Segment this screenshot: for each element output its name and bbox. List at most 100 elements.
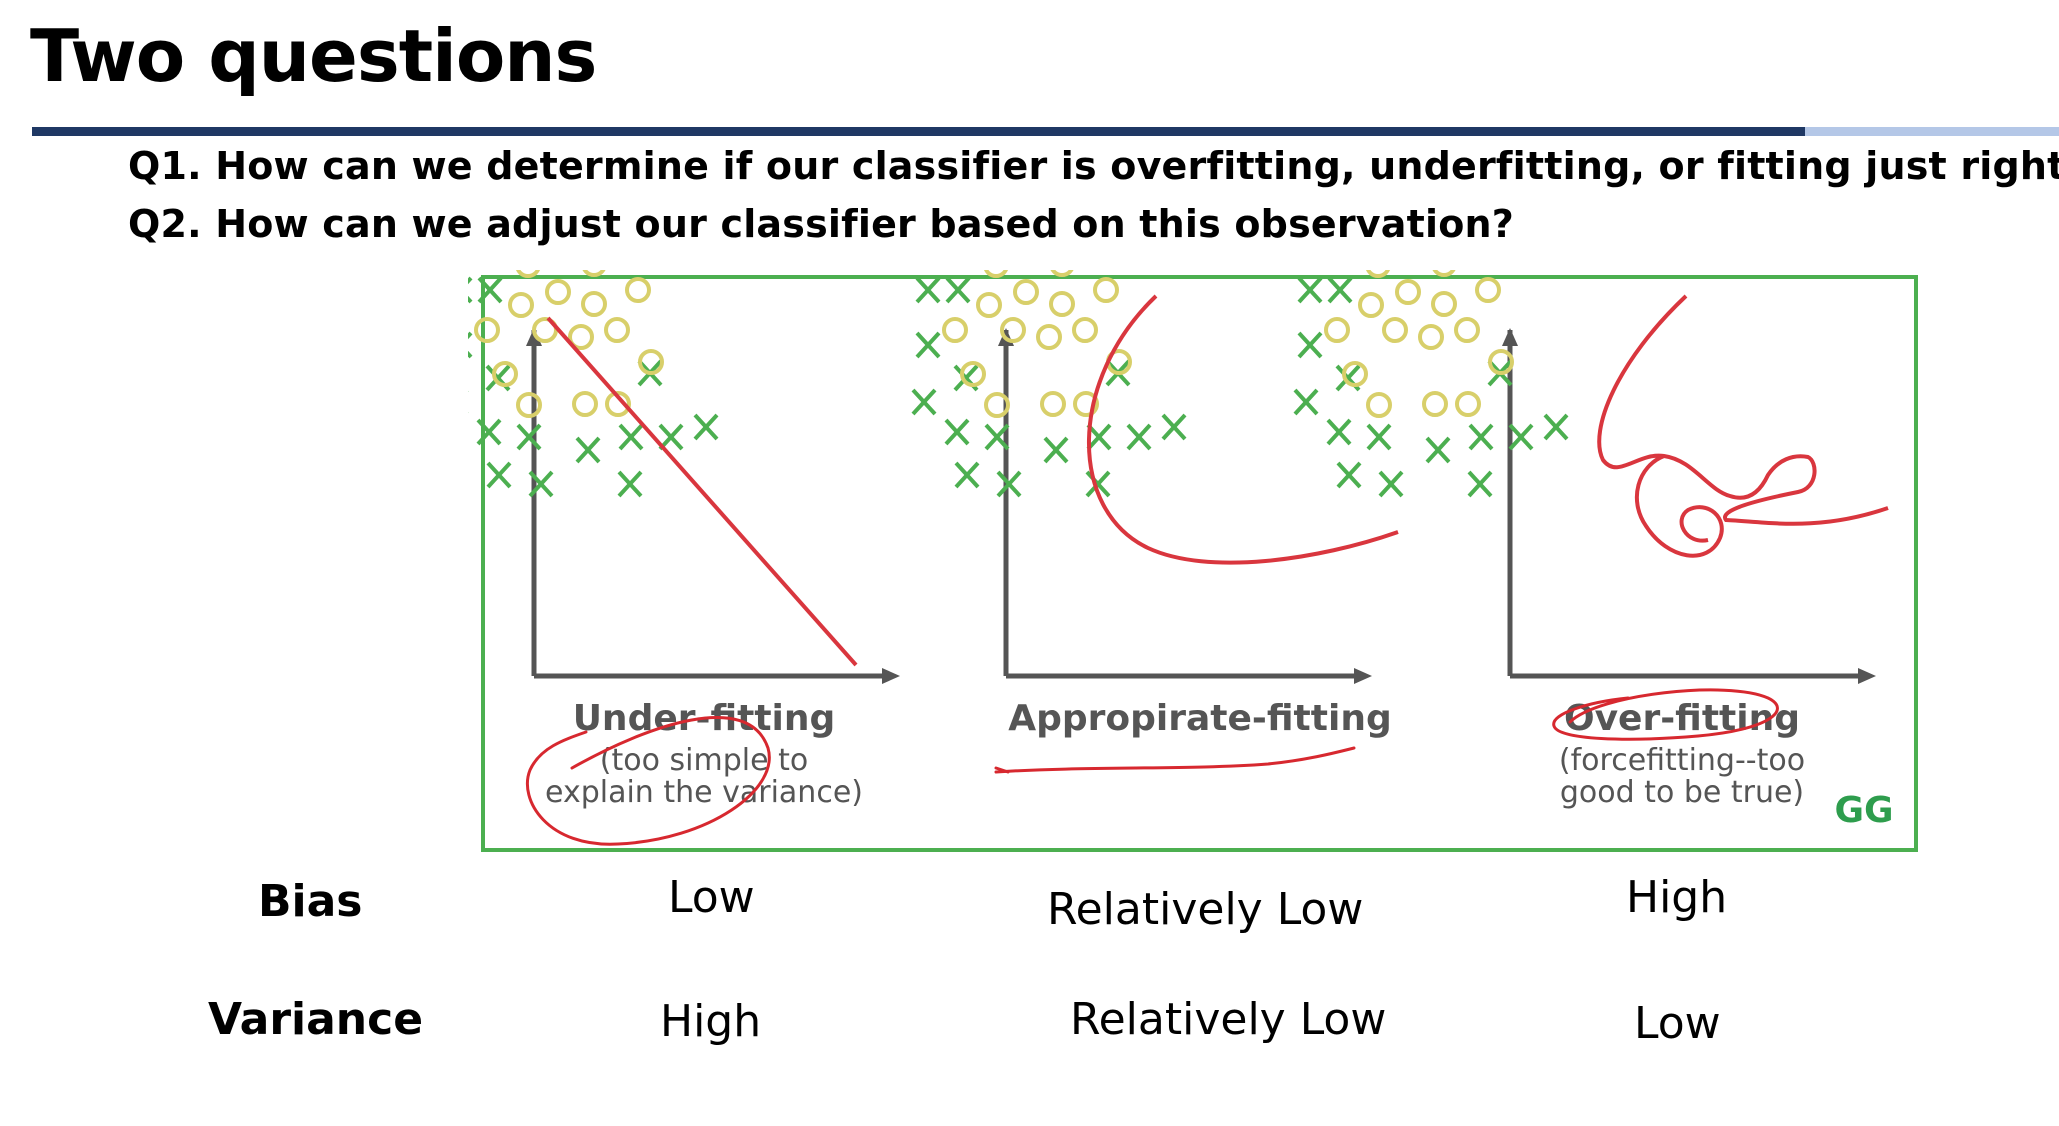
circle-mark-appropriate-4 (1013, 279, 1039, 305)
circle-mark-overfitting-11 (1342, 361, 1368, 387)
circle-mark-underfitting-10 (638, 349, 664, 375)
circle-mark-overfitting-13 (1422, 391, 1448, 417)
figure-border (481, 275, 1918, 852)
circle-mark-overfitting-7 (1382, 317, 1408, 343)
cross-mark-appropriate-14 (996, 470, 1022, 498)
circle-mark-underfitting-0 (516, 270, 540, 278)
circle-mark-appropriate-9 (1072, 317, 1098, 343)
circle-mark-appropriate-0 (984, 270, 1008, 278)
cross-mark-underfitting-9 (575, 436, 601, 464)
cross-mark-overfitting-15 (1467, 470, 1493, 498)
circle-mark-underfitting-4 (545, 279, 571, 305)
cross-mark-overfitting-1 (1297, 276, 1323, 304)
boundary-appropriate (1087, 294, 1399, 565)
cross-mark-appropriate-3 (915, 331, 941, 359)
circle-mark-overfitting-5 (1431, 291, 1457, 317)
cross-mark-underfitting-2 (477, 276, 503, 304)
cross-mark-appropriate-8 (984, 423, 1010, 451)
cross-mark-underfitting-10 (618, 423, 644, 451)
circle-mark-overfitting-2 (1475, 277, 1501, 303)
fitting-diagram: Under-fitting (too simple to explain the… (468, 270, 1918, 852)
row-label-variance: Variance (208, 994, 424, 1045)
circle-mark-overfitting-12 (1366, 392, 1392, 418)
circle-mark-underfitting-14 (605, 391, 631, 417)
circle-mark-appropriate-1 (1050, 270, 1074, 277)
circle-mark-overfitting-6 (1324, 317, 1350, 343)
cross-mark-overfitting-9 (1425, 436, 1451, 464)
cross-mark-underfitting-3 (468, 331, 473, 359)
circle-mark-underfitting-13 (572, 391, 598, 417)
cross-mark-underfitting-11 (658, 423, 684, 451)
circle-mark-underfitting-6 (474, 317, 500, 343)
circle-mark-underfitting-11 (492, 361, 518, 387)
row-label-bias: Bias (258, 876, 363, 927)
ink-circle-underfitting (525, 716, 771, 846)
cross-mark-overfitting-7 (1326, 418, 1352, 446)
cross-mark-appropriate-11 (1126, 423, 1152, 451)
panel-caption-overfitting-2: good to be true) (1560, 775, 1804, 810)
circle-mark-underfitting-2 (625, 277, 651, 303)
scatter-points (468, 270, 1569, 498)
circle-mark-overfitting-4 (1395, 279, 1421, 305)
circle-mark-appropriate-5 (1049, 291, 1075, 317)
question-1: Q1. How can we determine if our classifi… (128, 144, 2059, 188)
fitting-figure: Under-fitting (too simple to explain the… (468, 270, 1936, 868)
circle-mark-appropriate-13 (1040, 391, 1066, 417)
panel-caption-underfitting-1: (too simple to (600, 743, 808, 778)
circle-mark-appropriate-2 (1093, 277, 1119, 303)
cross-mark-appropriate-7 (944, 418, 970, 446)
circle-mark-overfitting-1 (1432, 270, 1456, 277)
panel-caption-overfitting-1: (forcefitting--too (1559, 743, 1805, 778)
cross-mark-underfitting-7 (476, 418, 502, 446)
cross-mark-underfitting-14 (528, 470, 554, 498)
cross-mark-appropriate-9 (1043, 436, 1069, 464)
title-underline-accent (1805, 127, 2059, 136)
ink-tick (994, 766, 1010, 774)
circle-mark-appropriate-3 (976, 292, 1002, 318)
title-underline (32, 127, 1805, 136)
circle-mark-overfitting-3 (1358, 292, 1384, 318)
question-2: Q2. How can we adjust our classifier bas… (128, 202, 1515, 246)
cross-mark-overfitting-11 (1508, 423, 1534, 451)
circle-mark-appropriate-12 (984, 392, 1010, 418)
cross-mark-overfitting-14 (1378, 470, 1404, 498)
panel-title-overfitting: Over-fitting (1564, 698, 1800, 739)
bias-overfitting: High (1626, 872, 1728, 923)
cross-mark-overfitting-13 (1336, 461, 1362, 489)
ink-underline-appropriate (994, 746, 1356, 774)
circle-mark-appropriate-11 (960, 361, 986, 387)
cross-mark-appropriate-6 (911, 388, 937, 416)
axes-underfitting (526, 328, 900, 684)
axes-overfitting (1502, 328, 1876, 684)
circle-mark-underfitting-9 (604, 317, 630, 343)
boundary-overfitting (1597, 294, 1889, 558)
circle-mark-appropriate-7 (1000, 317, 1026, 343)
circle-mark-underfitting-1 (582, 270, 606, 277)
cross-mark-overfitting-12 (1543, 413, 1569, 441)
cross-mark-appropriate-2 (945, 276, 971, 304)
axes-appropriate (998, 328, 1372, 684)
cross-mark-underfitting-8 (516, 423, 542, 451)
page-title: Two questions (30, 14, 597, 98)
circle-mark-overfitting-10 (1488, 349, 1514, 375)
ink-circle-overfitting (1552, 688, 1779, 741)
circle-mark-overfitting-9 (1454, 317, 1480, 343)
gg-logo: GG (1834, 790, 1893, 831)
cross-mark-underfitting-1 (468, 276, 473, 304)
cross-mark-overfitting-10 (1468, 423, 1494, 451)
variance-overfitting: Low (1634, 998, 1721, 1049)
cross-mark-underfitting-15 (617, 470, 643, 498)
variance-appropriate: Relatively Low (1070, 994, 1387, 1045)
circle-mark-underfitting-8 (568, 324, 594, 350)
circle-mark-underfitting-5 (581, 291, 607, 317)
variance-underfitting: High (660, 996, 762, 1047)
circle-mark-underfitting-3 (508, 292, 534, 318)
cross-mark-overfitting-3 (1297, 331, 1323, 359)
cross-mark-overfitting-2 (1327, 276, 1353, 304)
circle-mark-appropriate-8 (1036, 324, 1062, 350)
circle-mark-overfitting-0 (1366, 270, 1390, 278)
cross-mark-overfitting-8 (1366, 423, 1392, 451)
panel-title-appropriate: Appropirate-fitting (1008, 698, 1391, 739)
cross-mark-appropriate-1 (915, 276, 941, 304)
cross-mark-underfitting-13 (486, 461, 512, 489)
